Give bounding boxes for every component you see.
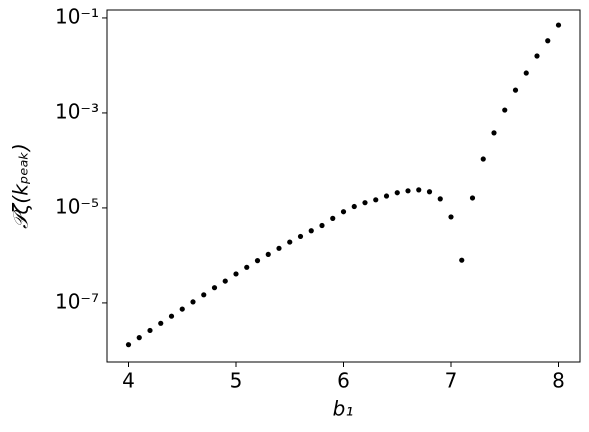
point	[512, 87, 519, 93]
point	[233, 271, 239, 277]
point	[319, 222, 325, 229]
point	[534, 53, 540, 59]
point	[459, 257, 465, 263]
point	[168, 313, 175, 319]
point	[480, 156, 486, 162]
point	[222, 278, 228, 284]
point	[502, 107, 508, 113]
point	[469, 195, 476, 201]
point	[545, 38, 551, 44]
y-axis-label: 𝒫ζ(kₚₑₐₖ)	[9, 143, 33, 229]
point	[190, 299, 196, 305]
point	[211, 285, 218, 291]
point	[287, 239, 293, 245]
point	[394, 190, 400, 196]
y-tick-label: 10⁻¹	[55, 4, 99, 28]
point	[297, 233, 304, 240]
point	[308, 228, 314, 234]
point	[276, 245, 282, 251]
point	[158, 320, 164, 326]
point	[201, 292, 207, 298]
point	[448, 214, 454, 220]
point	[340, 209, 347, 215]
point	[426, 189, 433, 195]
y-tick-label: 10⁻³	[55, 99, 99, 123]
x-tick-label: 7	[445, 369, 458, 393]
point	[523, 70, 529, 76]
point	[351, 203, 357, 210]
x-tick-label: 5	[230, 369, 243, 393]
point	[179, 306, 185, 312]
point	[244, 264, 250, 270]
point	[437, 196, 443, 202]
point	[125, 342, 132, 348]
y-tick-label: 10⁻⁵	[55, 194, 99, 218]
point	[362, 200, 368, 206]
point	[330, 215, 336, 221]
point	[373, 197, 379, 203]
x-axis-label: b₁	[333, 397, 354, 421]
x-tick-label: 4	[122, 369, 135, 393]
y-tick-label: 10⁻⁷	[55, 289, 99, 313]
point	[265, 251, 271, 258]
point	[136, 335, 142, 341]
point	[491, 130, 497, 136]
point	[555, 22, 562, 28]
point	[147, 327, 153, 334]
point	[416, 187, 422, 193]
point	[254, 258, 261, 264]
x-tick-label: 6	[337, 369, 350, 393]
plot-frame	[106, 9, 581, 363]
point	[383, 193, 390, 199]
x-tick-label: 8	[552, 369, 565, 393]
point	[405, 188, 411, 194]
